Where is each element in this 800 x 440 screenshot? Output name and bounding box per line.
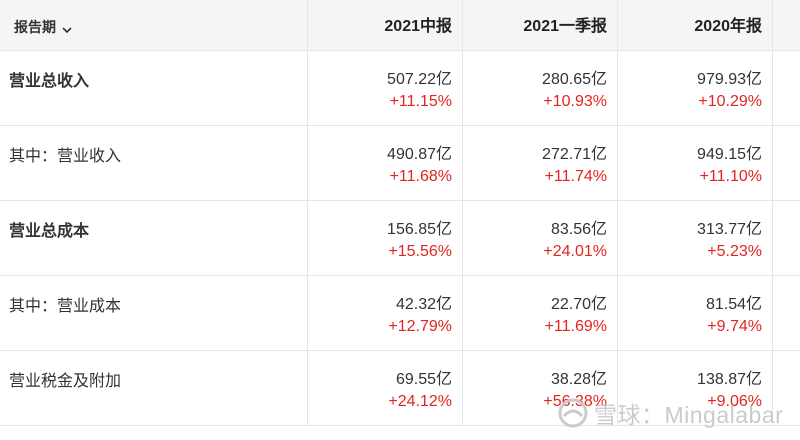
column-divider (772, 126, 773, 200)
table-row: 其中：营业收入 490.87亿 +11.68% 272.71亿 +11.74% … (0, 126, 800, 201)
change-cell: +9.74% (707, 318, 762, 335)
value-cell: 38.28亿 (550, 371, 607, 388)
value-cell: 69.55亿 (395, 371, 452, 388)
watermark: 雪球：Mingalabar (556, 396, 783, 430)
column-divider (462, 276, 463, 350)
column-divider (462, 126, 463, 200)
column-divider (617, 351, 618, 425)
change-cell: +11.15% (389, 93, 452, 110)
column-divider (772, 276, 773, 350)
change-cell: +12.79% (388, 318, 452, 335)
column-divider (307, 126, 308, 200)
change-cell: +11.69% (544, 318, 607, 335)
column-divider (617, 276, 618, 350)
financial-table: 报告期 2021中报 2021一季报 2020年报 营业总收入 507.22亿 … (0, 0, 800, 426)
snowball-logo-icon (556, 396, 590, 430)
value-cell: 42.32亿 (395, 296, 452, 313)
value-cell: 83.56亿 (550, 221, 607, 238)
column-header-2020-annual[interactable]: 2020年报 (694, 18, 762, 35)
row-label-total-cost: 营业总成本 (9, 223, 90, 240)
column-divider (307, 351, 308, 425)
change-cell: +15.56% (388, 243, 452, 260)
column-divider (307, 0, 308, 50)
value-cell: 280.65亿 (542, 71, 607, 88)
value-cell: 979.93亿 (697, 71, 762, 88)
column-divider (772, 0, 773, 50)
table-header: 报告期 2021中报 2021一季报 2020年报 (0, 0, 800, 51)
value-cell: 272.71亿 (542, 146, 607, 163)
row-label-taxes-surcharges: 营业税金及附加 (9, 373, 122, 390)
change-cell: +24.01% (543, 243, 607, 260)
column-divider (772, 351, 773, 425)
column-divider (307, 201, 308, 275)
row-label-operating-cost: 其中：营业成本 (9, 298, 122, 315)
table-row: 营业总收入 507.22亿 +11.15% 280.65亿 +10.93% 97… (0, 51, 800, 126)
value-cell: 156.85亿 (387, 221, 452, 238)
column-divider (307, 276, 308, 350)
column-divider (617, 51, 618, 125)
column-divider (462, 0, 463, 50)
period-dropdown-label: 报告期 (14, 19, 56, 35)
table-row: 其中：营业成本 42.32亿 +12.79% 22.70亿 +11.69% 81… (0, 276, 800, 351)
change-cell: +11.68% (389, 168, 452, 185)
column-divider (617, 201, 618, 275)
change-cell: +24.12% (388, 393, 452, 410)
row-label-operating-revenue: 其中：营业收入 (9, 148, 122, 165)
column-divider (462, 51, 463, 125)
column-divider (772, 51, 773, 125)
value-cell: 81.54亿 (705, 296, 762, 313)
chevron-down-icon (62, 22, 72, 34)
change-cell: +11.74% (544, 168, 607, 185)
change-cell: +5.23% (707, 243, 762, 260)
value-cell: 949.15亿 (697, 146, 762, 163)
column-header-2021-h1[interactable]: 2021中报 (384, 18, 452, 35)
watermark-text: 雪球：Mingalabar (594, 402, 784, 428)
column-divider (772, 201, 773, 275)
change-cell: +10.29% (698, 93, 762, 110)
column-divider (462, 201, 463, 275)
value-cell: 22.70亿 (550, 296, 607, 313)
value-cell: 507.22亿 (387, 71, 452, 88)
column-divider (617, 0, 618, 50)
column-divider (462, 351, 463, 425)
change-cell: +11.10% (699, 168, 762, 185)
row-label-total-revenue: 营业总收入 (9, 73, 90, 90)
change-cell: +9.06% (707, 393, 762, 410)
value-cell: 313.77亿 (697, 221, 762, 238)
change-cell: +10.93% (543, 93, 607, 110)
column-divider (307, 51, 308, 125)
column-divider (617, 126, 618, 200)
value-cell: 138.87亿 (697, 371, 762, 388)
table-row: 营业总成本 156.85亿 +15.56% 83.56亿 +24.01% 313… (0, 201, 800, 276)
value-cell: 490.87亿 (387, 146, 452, 163)
period-dropdown[interactable]: 报告期 (14, 17, 72, 37)
column-header-2021-q1[interactable]: 2021一季报 (523, 18, 607, 35)
